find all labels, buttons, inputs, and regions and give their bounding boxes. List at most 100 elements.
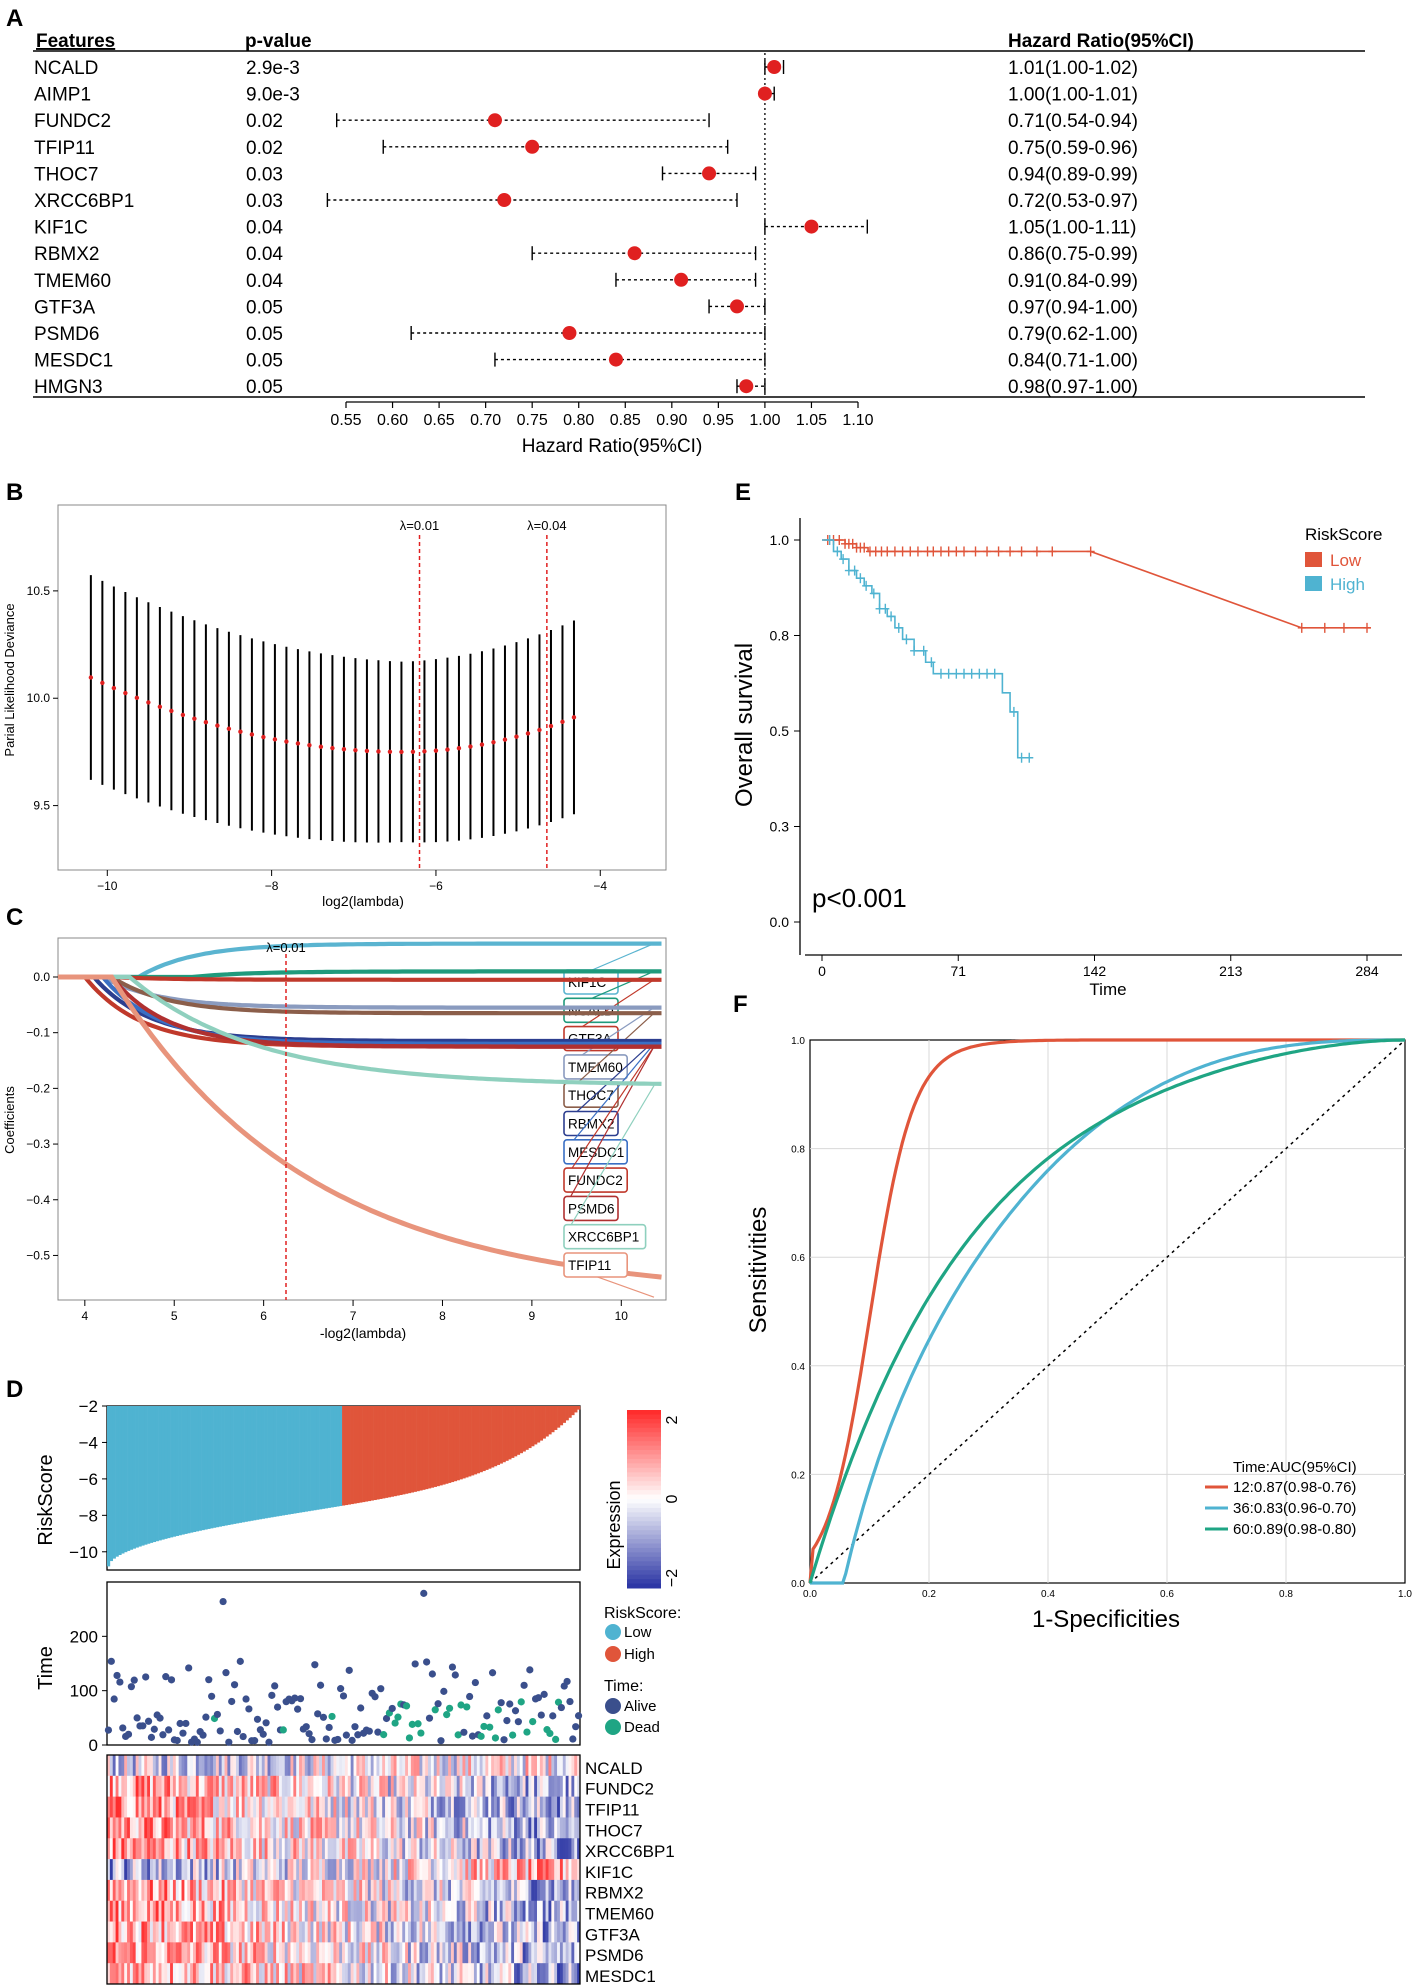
heatmap-cell <box>201 1838 205 1860</box>
heatmap-cell <box>439 1859 443 1881</box>
heatmap-cell <box>577 1775 581 1797</box>
heatmap-cell <box>193 1942 197 1964</box>
heatmap-cell <box>342 1859 346 1881</box>
heatmap-cell <box>482 1859 486 1881</box>
heatmap-cell <box>350 1942 354 1964</box>
deviance-point <box>525 731 531 736</box>
heatmap-cell <box>178 1755 182 1777</box>
heatmap-cell <box>548 1817 552 1839</box>
heatmap-cell <box>519 1755 523 1777</box>
km-x-tick-label: 71 <box>950 963 966 979</box>
heatmap-cell <box>433 1963 437 1985</box>
heatmap-cell <box>387 1963 392 1985</box>
heatmap-cell <box>534 1775 538 1797</box>
heatmap-cell <box>279 1921 283 1943</box>
riskscore-bar <box>367 1406 372 1502</box>
heatmap-cell <box>339 1838 343 1860</box>
heatmap-cell <box>479 1879 483 1902</box>
heatmap-cell <box>436 1775 440 1797</box>
heatmap-cell <box>121 1755 125 1777</box>
forest-hr-label: 0.72(0.53-0.97) <box>1008 191 1138 212</box>
expression-colorbar-step <box>627 1494 661 1500</box>
time-point <box>351 1723 359 1731</box>
roc-y-tick-label: 0.4 <box>791 1362 805 1373</box>
riskscore-bar <box>167 1406 171 1539</box>
heatmap-cell <box>505 1921 509 1943</box>
forest-hr-label: 0.71(0.54-0.94) <box>1008 111 1138 132</box>
heatmap-cell <box>258 1963 263 1985</box>
heatmap-cell <box>279 1879 283 1902</box>
heatmap-cell <box>511 1859 515 1881</box>
heatmap-cell <box>537 1775 541 1797</box>
heatmap-cell <box>525 1963 529 1985</box>
heatmap-cell <box>539 1879 544 1902</box>
time-frame <box>106 1581 581 1746</box>
heatmap-cell <box>193 1921 197 1943</box>
heatmap-cell <box>551 1775 555 1797</box>
heatmap-cell <box>342 1921 346 1943</box>
forest-feature-label: RBMX2 <box>34 244 99 265</box>
heatmap-cell <box>210 1900 214 1922</box>
heatmap-cell <box>178 1817 182 1839</box>
heatmap-cell <box>107 1838 111 1860</box>
heatmap-cell <box>304 1879 308 1902</box>
heatmap-cell <box>301 1921 306 1943</box>
time-point <box>253 1715 262 1723</box>
heatmap-cell <box>121 1963 125 1985</box>
heatmap-cell <box>574 1921 578 1943</box>
heatmap-cell <box>387 1755 392 1777</box>
heatmap-cell <box>451 1900 455 1922</box>
heatmap-cell <box>362 1879 366 1902</box>
heatmap-cell <box>215 1817 220 1839</box>
riskscore-bar <box>373 1406 377 1501</box>
heatmap-cell <box>313 1859 317 1881</box>
heatmap-cell <box>451 1755 455 1777</box>
heatmap-cell <box>468 1859 472 1881</box>
heatmap-cell <box>118 1817 122 1839</box>
heatmap-cell <box>233 1879 237 1902</box>
heatmap-cell <box>127 1879 131 1902</box>
roc-x-tick-label: 1.0 <box>1398 1589 1412 1600</box>
km-xlabel: Time <box>1089 980 1126 999</box>
heatmap-cell <box>195 1963 200 1985</box>
heatmap-cell <box>436 1921 440 1943</box>
time-point <box>572 1723 580 1731</box>
expression-colorbar-step <box>627 1463 661 1469</box>
heatmap-cell <box>193 1859 197 1881</box>
heatmap-cell <box>353 1838 357 1860</box>
heatmap-cell <box>244 1775 248 1797</box>
time-point <box>423 1658 431 1666</box>
heatmap-cell <box>253 1942 257 1964</box>
heatmap-cell <box>433 1859 437 1881</box>
heatmap-cell <box>367 1942 372 1964</box>
heatmap-cell <box>284 1942 288 1964</box>
heatmap-cell <box>496 1755 501 1777</box>
heatmap-cell <box>505 1775 509 1797</box>
heatmap-cell <box>319 1796 323 1818</box>
heatmap-cell <box>167 1942 171 1964</box>
heatmap-cell <box>344 1838 349 1860</box>
heatmap-cell <box>172 1838 177 1860</box>
heatmap-cell <box>144 1796 148 1818</box>
heatmap-cell <box>362 1838 366 1860</box>
heatmap-cell <box>261 1921 265 1943</box>
heatmap-cell <box>393 1859 397 1881</box>
heatmap-cell <box>293 1921 297 1943</box>
heatmap-cell <box>362 1796 366 1818</box>
heatmap-cell <box>158 1879 162 1902</box>
heatmap-cell <box>459 1921 463 1943</box>
heatmap-cell <box>207 1963 211 1985</box>
expression-colorbar-step <box>627 1485 661 1491</box>
heatmap-cell <box>150 1775 154 1797</box>
heatmap-cell <box>485 1755 489 1777</box>
riskscore-bar <box>385 1406 389 1498</box>
heatmap-cell <box>150 1963 154 1985</box>
expression-colorbar-step <box>627 1556 661 1562</box>
heatmap-cell <box>301 1755 306 1777</box>
heatmap-cell <box>287 1942 291 1964</box>
heatmap-cell <box>485 1963 489 1985</box>
riskscore-bar <box>557 1406 561 1428</box>
heatmap-cell <box>367 1879 372 1902</box>
heatmap-cell <box>410 1755 415 1777</box>
